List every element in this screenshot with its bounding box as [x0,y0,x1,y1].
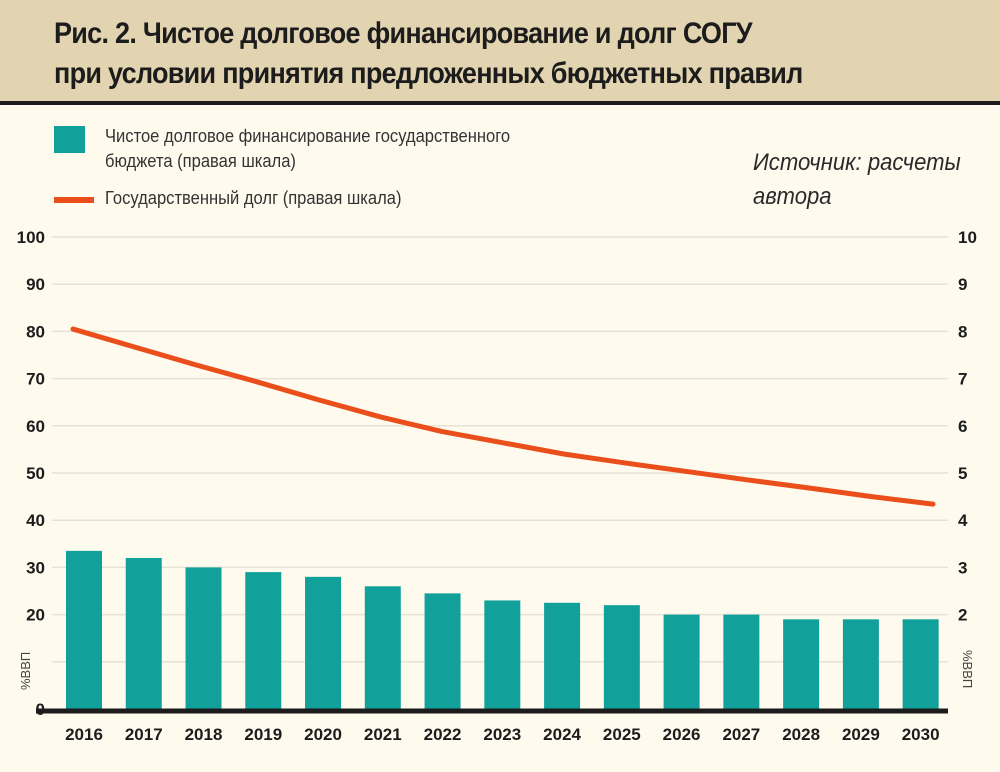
debt-line [70,326,936,507]
chart-title: Рис. 2. Чистое долговое финансирование и… [54,14,803,94]
left-axis-label: %ВВП [18,652,33,690]
x-tick-label: 2016 [65,725,103,744]
bar-2024 [544,602,581,709]
bar-2023 [484,600,521,709]
bar-2019 [245,572,282,709]
right-tick-label: 2 [958,606,967,625]
source-line-2: автора [753,183,832,210]
left-tick-label: 40 [26,511,45,530]
x-tick-label: 2020 [304,725,342,744]
bar-2030 [902,619,939,709]
x-tick-label: 2029 [842,725,880,744]
bar-2018 [185,567,222,709]
right-tick-label: 4 [958,511,968,530]
title-line-1: Рис. 2. Чистое долговое финансирование и… [54,17,753,50]
left-tick-label: 30 [26,558,45,577]
right-tick-label: 6 [958,417,967,436]
x-tick-label: 2022 [424,725,462,744]
right-tick-label: 10 [958,228,977,247]
bar-2027 [723,614,760,709]
title-line-2: при условии принятия предложенных бюджет… [54,57,803,90]
x-tick-label: 2024 [543,725,581,744]
legend-swatch-bar [54,126,85,153]
x-tick-label: 2025 [603,725,641,744]
right-axis-label: %ВВП [960,650,975,688]
left-tick-label: 50 [26,464,45,483]
legend-label: Государственный долг (правая шкала) [105,188,402,208]
x-tick-label: 2030 [902,725,940,744]
x-tick-label: 2026 [663,725,701,744]
x-tick-label: 2017 [125,725,163,744]
source-line-1: Источник: расчеты [753,149,961,176]
bar-2025 [603,605,640,709]
bar-2022 [424,593,461,709]
right-tick-label: 3 [958,558,967,577]
right-tick-label: 9 [958,275,967,294]
left-tick-label: 60 [26,417,45,436]
left-tick-label: 20 [26,606,45,625]
left-tick-label: 80 [26,322,45,341]
x-tick-label: 2021 [364,725,402,744]
left-tick-label: 70 [26,370,45,389]
left-tick-label: 90 [26,275,45,294]
x-tick-label: 2019 [244,725,282,744]
legend-item-financing: Чистое долговое финансирование государст… [54,124,545,174]
legend-item-debt: Государственный долг (правая шкала) [54,186,427,211]
bar-2020 [305,576,342,709]
x-tick-label: 2023 [483,725,521,744]
bar-2029 [842,619,879,709]
legend-swatch-line [54,197,94,203]
right-tick-label: 5 [958,464,967,483]
x-tick-label: 2027 [722,725,760,744]
bar-2026 [663,614,700,709]
source-note: Источник: расчеты автора [753,146,961,214]
x-tick-label: 2028 [782,725,820,744]
legend-label-line2: бюджета (правая шкала) [105,151,296,171]
left-tick-label: 100 [17,228,45,247]
right-tick-label: 8 [958,322,967,341]
header-band: Рис. 2. Чистое долговое финансирование и… [0,0,1000,105]
bar-2021 [364,586,401,709]
legend-label: Чистое долговое финансирование государст… [105,126,511,146]
right-tick-label: 7 [958,370,967,389]
x-tick-label: 2018 [185,725,223,744]
bar-2028 [783,619,820,709]
bar-2017 [125,557,162,709]
bar-2016 [66,550,102,709]
